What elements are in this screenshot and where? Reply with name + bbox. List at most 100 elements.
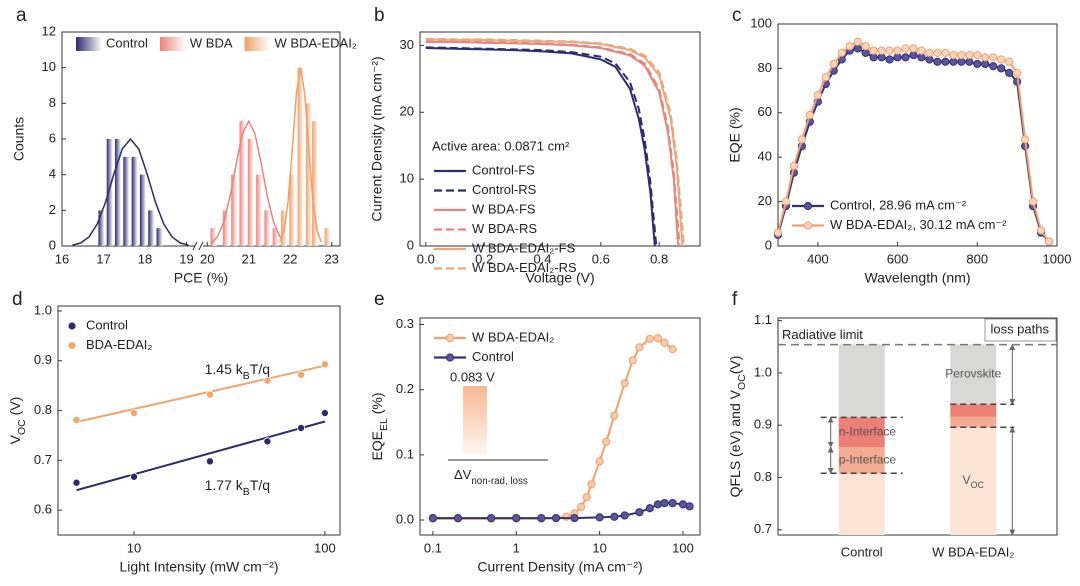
data-point — [853, 37, 862, 46]
bar — [272, 228, 279, 246]
data-point — [320, 360, 329, 369]
data-point — [205, 457, 214, 466]
data-point — [1005, 57, 1014, 66]
data-point — [909, 44, 918, 53]
data-point — [917, 46, 926, 55]
data-point — [635, 508, 644, 517]
data-point — [805, 110, 814, 120]
data-point — [263, 376, 272, 385]
data-line — [425, 37, 685, 247]
data-point — [885, 46, 894, 55]
y-tick-label: 20 — [758, 193, 772, 208]
y-tick-label: 0.9 — [754, 417, 772, 432]
data-line — [777, 47, 1050, 243]
x-tick-label: 0.6 — [592, 251, 610, 266]
data-point — [861, 42, 870, 51]
data-point — [933, 48, 942, 57]
bar — [148, 210, 155, 246]
stack-segment — [950, 404, 997, 417]
x-axis-label: PCE (%) — [174, 270, 228, 286]
legend-label: W BDA-EDAI₂-FS — [472, 240, 576, 255]
x-tick-label: 22 — [283, 251, 297, 266]
data-point — [129, 409, 138, 418]
x-tick-label: 0.0 — [417, 251, 435, 266]
data-point — [997, 55, 1006, 64]
bar — [123, 156, 130, 246]
data-point — [949, 50, 958, 60]
data-point — [893, 46, 902, 55]
fit-label-part: 1.45 k — [205, 361, 244, 377]
x-tick-label: 19 — [179, 251, 193, 266]
y-axis-label: VOC (V) — [7, 397, 28, 445]
bar — [305, 103, 312, 246]
data-point — [877, 53, 886, 62]
data-point — [829, 59, 838, 69]
y-tick-label: 30 — [400, 37, 414, 52]
data-point — [789, 161, 799, 171]
bar — [139, 174, 146, 246]
legend-swatch — [244, 37, 271, 51]
x-tick-label: 0.1 — [424, 540, 442, 555]
panel-label: e — [374, 289, 385, 310]
data-point — [562, 512, 571, 521]
x-tick-label: 0.4 — [533, 251, 551, 266]
data-point — [645, 334, 654, 343]
data-point — [72, 416, 81, 425]
legend-marker — [803, 201, 813, 211]
y-tick-label: 20 — [400, 104, 414, 119]
data-point — [297, 370, 306, 379]
y-axis-label-part: OC — [736, 374, 748, 390]
data-point — [620, 379, 629, 388]
segment-label-part: OC — [971, 481, 985, 491]
x-tick-label: 10 — [592, 540, 606, 555]
y-tick-label: 0.1 — [396, 446, 414, 461]
y-tick-label: 0 — [765, 237, 772, 252]
stack-segment — [950, 427, 997, 535]
data-line — [425, 40, 681, 247]
data-point — [660, 338, 669, 347]
x-axis-label: Voltage (V) — [525, 270, 594, 286]
data-point — [610, 512, 619, 521]
stack-segment — [950, 416, 997, 428]
y-tick-label: 1.1 — [754, 312, 772, 327]
plot-frame — [419, 31, 701, 247]
data-point — [821, 73, 830, 82]
y-tick-label: 40 — [758, 149, 772, 164]
fit-line — [76, 420, 326, 492]
data-point — [685, 502, 694, 511]
stack-segment — [838, 447, 885, 474]
axis-break — [192, 241, 198, 251]
bar — [239, 121, 246, 246]
fit-label-part: T/q — [250, 477, 270, 493]
y-tick-label: 0.7 — [34, 452, 52, 467]
legend-label: BDA-EDAI₂ — [86, 337, 152, 352]
data-point — [1028, 197, 1038, 206]
data-point — [981, 53, 990, 62]
y-tick-label: 60 — [758, 104, 772, 119]
data-point — [595, 513, 604, 522]
x-axis-label: Current Density (mA cm⁻²) — [477, 559, 642, 575]
segment-label: p-Interface — [839, 452, 897, 466]
y-axis-label-part: (%) — [369, 392, 385, 418]
data-point — [129, 472, 138, 481]
axis-break — [198, 241, 204, 251]
bar — [131, 156, 138, 246]
data-point — [1013, 68, 1022, 77]
data-point — [989, 62, 998, 71]
plot-frame — [57, 305, 341, 536]
y-tick-label: 0.2 — [396, 381, 414, 396]
data-line — [425, 46, 658, 247]
data-point — [537, 513, 546, 523]
fit-label-part: 1.77 k — [205, 477, 244, 493]
y-tick-label: 0.7 — [754, 521, 772, 536]
data-point — [512, 513, 521, 523]
x-tick-label: 21 — [241, 251, 255, 266]
bar — [231, 174, 238, 246]
plot-frame — [777, 23, 1058, 247]
data-point — [660, 498, 669, 508]
data-point — [263, 437, 272, 446]
x-tick-label: Control — [841, 544, 883, 559]
y-tick-label: 0.3 — [396, 316, 414, 331]
y-tick-label: 2 — [49, 202, 56, 217]
fit-curve — [72, 137, 189, 246]
